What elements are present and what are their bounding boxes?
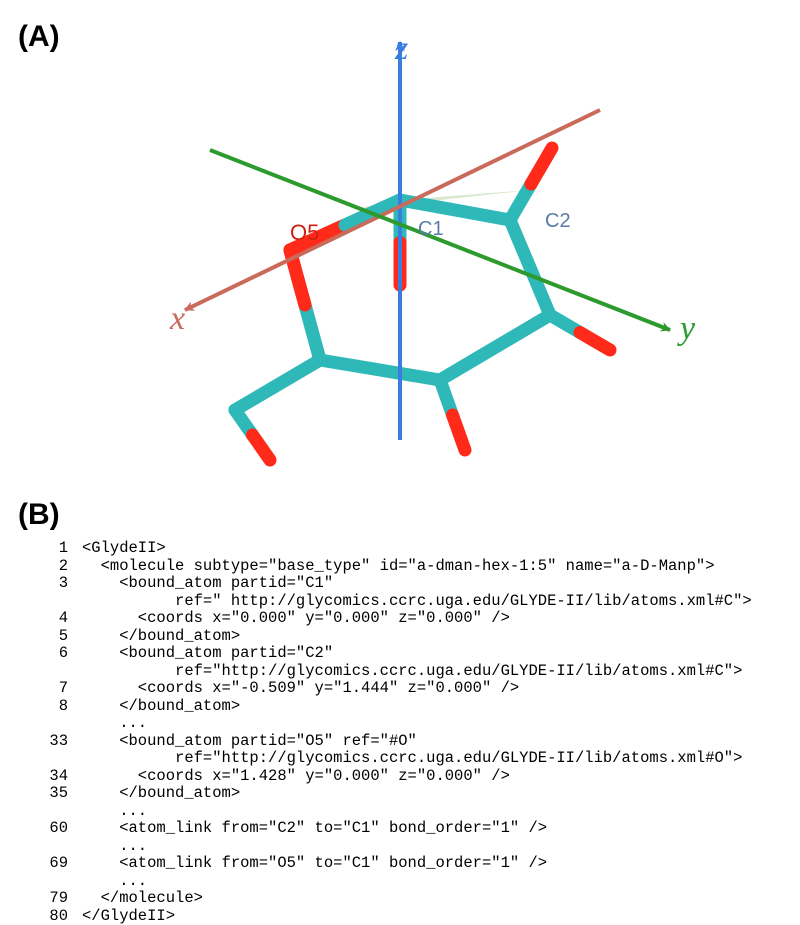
code-line: ... [42,873,752,891]
code-line: ref="http://glycomics.ccrc.uga.edu/GLYDE… [42,750,752,768]
code-line: 79 </molecule> [42,890,752,908]
code-text: <coords x="0.000" y="0.000" z="0.000" /> [82,610,510,628]
code-line: ref="http://glycomics.ccrc.uga.edu/GLYDE… [42,663,752,681]
axis-y-label: y [680,310,695,348]
code-text: </bound_atom> [82,698,240,716]
line-number: 60 [42,820,68,838]
line-number: 6 [42,645,68,663]
code-line: 8 </bound_atom> [42,698,752,716]
atom-label-o5: O5 [290,220,319,246]
line-number: 34 [42,768,68,786]
code-text: <atom_link from="C2" to="C1" bond_order=… [82,820,547,838]
code-text: <bound_atom partid="O5" ref="#O" [82,733,417,751]
code-text: <coords x="-0.509" y="1.444" z="0.000" /… [82,680,519,698]
line-number: 1 [42,540,68,558]
code-line: 6 <bound_atom partid="C2" [42,645,752,663]
molecule-diagram [80,20,720,480]
code-line: 34 <coords x="1.428" y="0.000" z="0.000"… [42,768,752,786]
code-line: 80 </GlydeII> [42,908,752,925]
line-number: 7 [42,680,68,698]
code-text: ref="http://glycomics.ccrc.uga.edu/GLYDE… [82,750,742,768]
axis-x-label: x [170,300,185,338]
line-number: 35 [42,785,68,803]
atom-label-c1: C1 [418,218,444,241]
code-text: ref=" http://glycomics.ccrc.uga.edu/GLYD… [82,593,752,611]
atom-label-c2: C2 [545,210,571,233]
line-number: 2 [42,558,68,576]
code-line: ... [42,803,752,821]
line-number: 3 [42,575,68,593]
code-line: 2 <molecule subtype="base_type" id="a-dm… [42,558,752,576]
code-line: ref=" http://glycomics.ccrc.uga.edu/GLYD… [42,593,752,611]
line-number: 5 [42,628,68,646]
code-text: ref="http://glycomics.ccrc.uga.edu/GLYDE… [82,663,742,681]
code-text: <molecule subtype="base_type" id="a-dman… [82,558,715,576]
code-line: 69 <atom_link from="O5" to="C1" bond_ord… [42,855,752,873]
line-number: 69 [42,855,68,873]
code-text: </molecule> [82,890,203,908]
code-text: ... [82,803,147,821]
panel-b-label: (B) [18,498,60,532]
code-line: 4 <coords x="0.000" y="0.000" z="0.000" … [42,610,752,628]
xml-code-block: 1<GlydeII>2 <molecule subtype="base_type… [42,540,752,925]
code-text: <atom_link from="O5" to="C1" bond_order=… [82,855,547,873]
code-line: 5 </bound_atom> [42,628,752,646]
code-line: 7 <coords x="-0.509" y="1.444" z="0.000"… [42,680,752,698]
code-line: 33 <bound_atom partid="O5" ref="#O" [42,733,752,751]
code-line: 3 <bound_atom partid="C1" [42,575,752,593]
code-text: </bound_atom> [82,785,240,803]
code-text: <coords x="1.428" y="0.000" z="0.000" /> [82,768,510,786]
code-text: ... [82,715,147,733]
code-line: 1 <GlydeII> [42,540,752,558]
code-line: ... [42,838,752,856]
code-text: <GlydeII> [82,540,166,558]
axis-z-label: z [395,30,408,68]
code-text: ... [82,873,147,891]
code-text: <bound_atom partid="C1" [82,575,333,593]
code-text: </bound_atom> [82,628,240,646]
code-text: <bound_atom partid="C2" [82,645,333,663]
panel-a-label: (A) [18,20,60,54]
line-number: 33 [42,733,68,751]
code-text: </GlydeII> [82,908,175,925]
line-number: 80 [42,908,68,925]
line-number: 8 [42,698,68,716]
code-text: ... [82,838,147,856]
code-line: ... [42,715,752,733]
code-line: 35 </bound_atom> [42,785,752,803]
line-number: 4 [42,610,68,628]
line-number: 79 [42,890,68,908]
code-line: 60 <atom_link from="C2" to="C1" bond_ord… [42,820,752,838]
